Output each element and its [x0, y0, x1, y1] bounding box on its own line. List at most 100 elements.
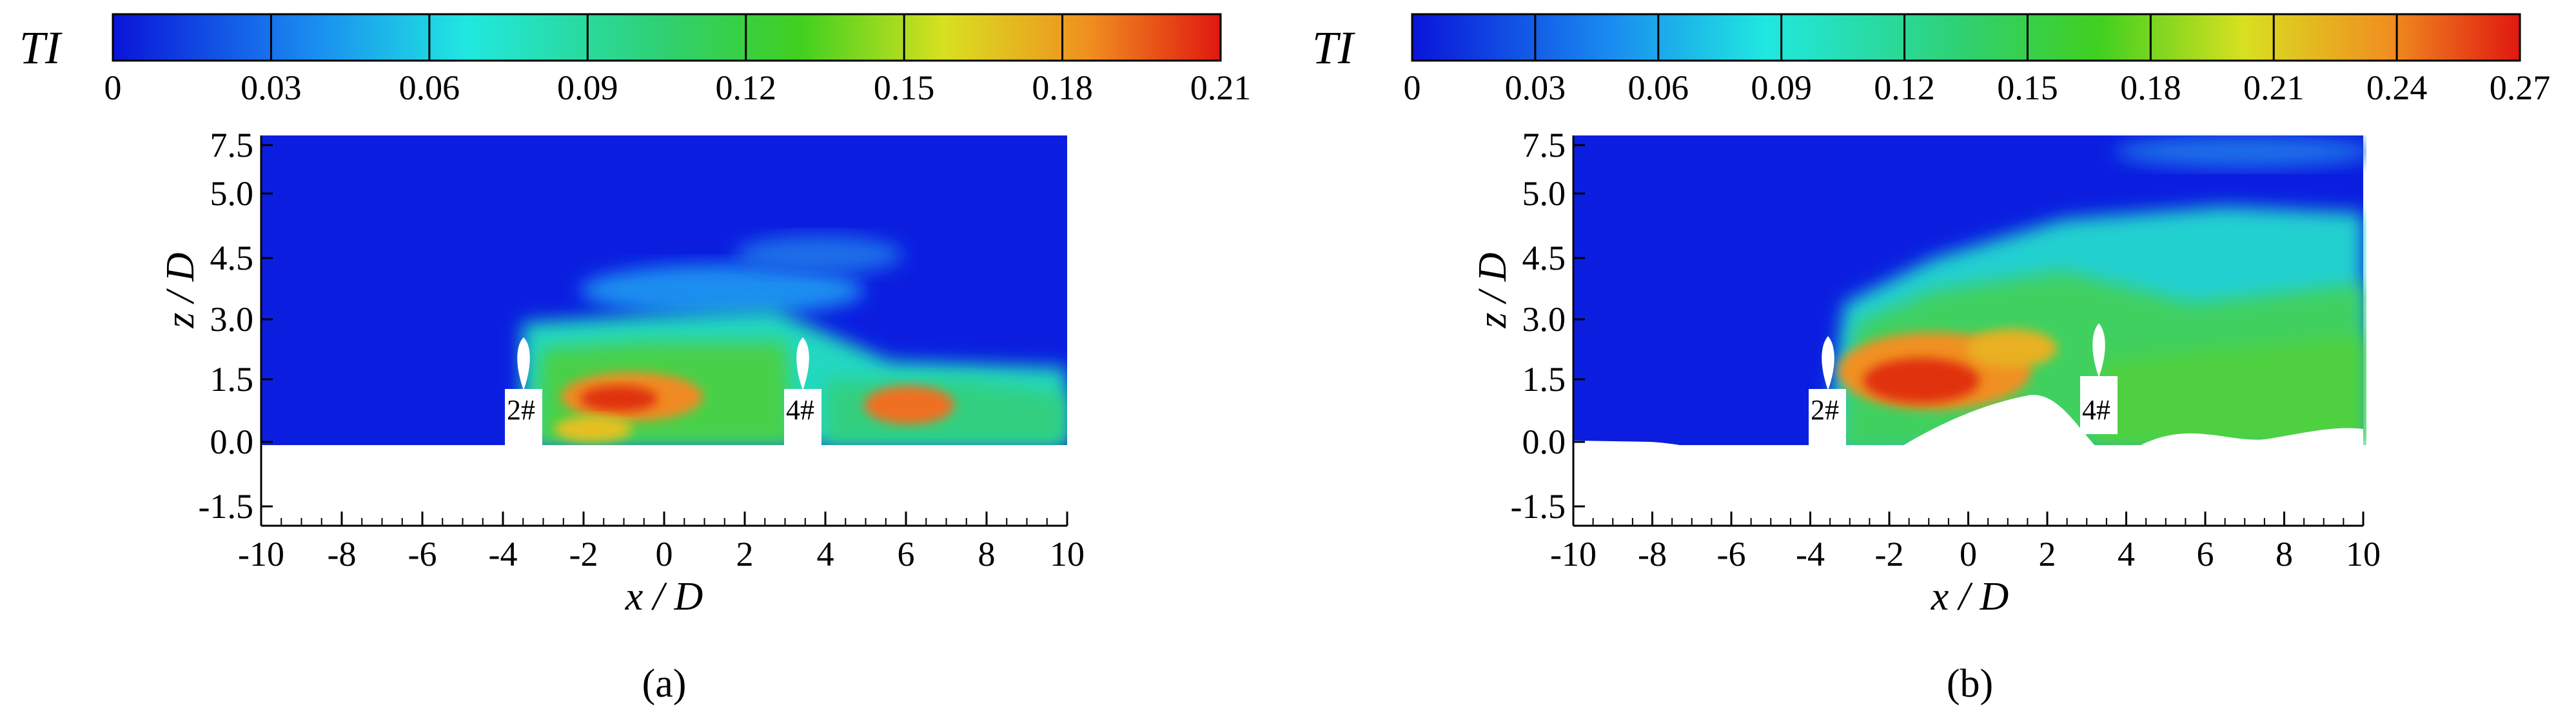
x-tick-label: 10: [1050, 535, 1085, 573]
axes-a: -10 -8 -6 -4 -2 0 2 4 6 8 10 -1.5 0.0 1.5 3.0 4.5 5.0 7.…: [159, 126, 1085, 619]
colorbar-tick-label: 0: [1404, 68, 1421, 107]
y-tick-label: -1.5: [199, 487, 253, 526]
colorbar-ticks-b: 0 0.03 0.06 0.09 0.12 0.15 0.18 0.21 0.24 0.27: [1404, 14, 2551, 107]
colorbar-tick-label: 0.24: [2366, 68, 2428, 107]
x-tick-label: -4: [1796, 535, 1825, 573]
x-tick-label: 8: [2276, 535, 2293, 573]
wake-core-b: [1967, 329, 2057, 368]
heatmap-b: [1573, 135, 2366, 445]
colorbar-a: TI 0 0.03 0.06 0.09 0.12 0.15 0.18 0.21: [19, 13, 1251, 107]
x-axis-label-b: x / D: [1931, 575, 2009, 619]
tower-box: [1809, 389, 1846, 453]
colorbar-tick-label: 0.06: [399, 68, 460, 107]
y-tick-label: 7.5: [210, 126, 254, 164]
tower-box: [2080, 376, 2118, 434]
ground-b: [1573, 394, 2363, 445]
colorbar-tick-label: 0.12: [1874, 68, 1935, 107]
y-tick-label: 3.0: [1522, 300, 1566, 339]
x-tick-label: 4: [817, 535, 834, 573]
caption-b: (b): [1947, 662, 1993, 706]
colorbar-b: TI 0 0.03 0.06 0.09 0.12 0.15 0.18 0.21 0.24 0.27: [1312, 13, 2551, 107]
turbine-label-2: 2#: [1811, 394, 1839, 426]
colorbar-ticks-a: 0 0.03 0.06 0.09 0.12 0.15 0.18 0.21: [104, 14, 1251, 107]
wake-core-b: [1863, 358, 1980, 403]
colorbar-gradient-a: [112, 13, 1222, 62]
y-axis-label-b: z / D: [1471, 252, 1515, 328]
wake-fringe-a: [580, 264, 864, 316]
x-tick-label: 0: [1960, 535, 1977, 573]
x-tick-label: -2: [569, 535, 598, 573]
x-tick-label: -10: [238, 535, 284, 573]
x-tick-label: 4: [2118, 535, 2135, 573]
tower-box: [505, 389, 542, 445]
x-axis-label-a: x / D: [625, 575, 703, 619]
colorbar-label-a: TI: [19, 22, 63, 74]
y-tick-label: 0.0: [210, 423, 254, 461]
heatmap-a: [261, 135, 1067, 445]
y-tick-label: 4.5: [1522, 239, 1566, 277]
wake-fringe-a: [735, 235, 903, 274]
y-tick-label: 5.0: [210, 174, 254, 213]
colorbar-tick-label: 0.06: [1628, 68, 1689, 107]
colorbar-tick-label: 0.18: [2120, 68, 2181, 107]
colorbar-tick-label: 0.27: [2490, 68, 2551, 107]
y-tick-label: 0.0: [1522, 423, 1566, 461]
y-tick-label: 4.5: [210, 239, 254, 277]
colorbar-gradient-b: [1411, 13, 2521, 62]
y-ticks-b: -1.5 0.0 1.5 3.0 4.5 5.0 7.5: [1511, 126, 1585, 526]
x-tick-label: 6: [2197, 535, 2214, 573]
blade-shape: [796, 337, 809, 390]
colorbar-tick-label: 0.09: [557, 68, 618, 107]
x-tick-label: -4: [489, 535, 518, 573]
turbine-4-b: 4#: [2080, 323, 2118, 434]
x-tick-label: -8: [328, 535, 357, 573]
colorbar-tick-label: 0: [104, 68, 122, 107]
turbine-label-2: 2#: [507, 394, 535, 426]
turbine-label-4: 4#: [2082, 394, 2110, 426]
x-ticks-a: -10 -8 -6 -4 -2 0 2 4 6 8 10: [238, 512, 1085, 573]
turbine-4-a: 4#: [784, 337, 821, 445]
colorbar-tick-label: 0.21: [2243, 68, 2305, 107]
wake-core-a: [555, 416, 632, 442]
blade-shape: [1822, 336, 1834, 390]
x-tick-label: -2: [1875, 535, 1904, 573]
y-tick-label: -1.5: [1511, 487, 1566, 526]
colorbar-tick-label: 0.18: [1032, 68, 1093, 107]
colorbar-label-b: TI: [1312, 22, 1355, 74]
x-tick-label: -10: [1550, 535, 1597, 573]
x-tick-label: 2: [2039, 535, 2056, 573]
x-ticks-b: -10 -8 -6 -4 -2 0 2 4 6 8 10: [1550, 512, 2381, 573]
wake-core-a: [864, 386, 954, 424]
turbine-2-b: 2#: [1809, 336, 1846, 453]
blade-shape: [517, 337, 530, 390]
colorbar-tick-label: 0.09: [1751, 68, 1812, 107]
colorbar-tick-label: 0.15: [1997, 68, 2058, 107]
x-tick-label: 10: [2346, 535, 2381, 573]
colorbar-tick-label: 0.03: [1505, 68, 1566, 107]
y-axis-label-a: z / D: [159, 252, 202, 328]
turbine-2-a: 2#: [505, 337, 542, 445]
y-tick-label: 1.5: [210, 360, 254, 399]
colorbar-tick-label: 0.15: [874, 68, 935, 107]
wake-fringe-b: [2115, 135, 2366, 168]
x-tick-label: -6: [1717, 535, 1746, 573]
axes-b: -10 -8 -6 -4 -2 0 2 4 6 8 10 -1.5 0.0 1.5 3.0 4.5 5.0 7.…: [1471, 126, 2381, 619]
y-ticks-a: -1.5 0.0 1.5 3.0 4.5 5.0 7.5: [199, 126, 273, 526]
x-tick-label: -6: [408, 535, 437, 573]
colorbar-tick-label: 0.12: [715, 68, 776, 107]
wake-core-a: [580, 386, 658, 412]
caption-a: (a): [642, 662, 687, 706]
tower-box: [784, 389, 821, 445]
x-tick-label: 2: [736, 535, 754, 573]
x-tick-label: 6: [898, 535, 915, 573]
y-tick-label: 7.5: [1522, 126, 1566, 164]
turbine-label-4: 4#: [786, 394, 814, 426]
x-tick-label: -8: [1638, 535, 1667, 573]
panel-b: TI 0 0.03 0.06 0.09 0.12 0.15 0.18 0.21 0.24 0.27…: [1312, 13, 2551, 706]
blade-shape: [2092, 323, 2105, 377]
colorbar-tick-label: 0.03: [241, 68, 302, 107]
y-tick-label: 1.5: [1522, 360, 1566, 399]
y-tick-label: 5.0: [1522, 174, 1566, 213]
wake-region-b: [2096, 335, 2363, 445]
